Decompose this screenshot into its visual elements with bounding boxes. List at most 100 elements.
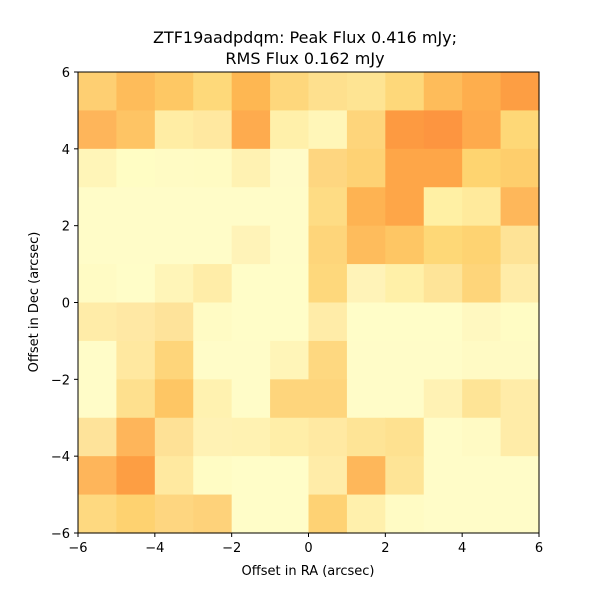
heatmap-cell	[270, 110, 310, 150]
heatmap-cell	[193, 264, 233, 304]
heatmap-cell	[154, 494, 194, 534]
heatmap-cell	[385, 456, 425, 496]
heatmap-cell	[346, 110, 386, 150]
heatmap-cell	[231, 379, 271, 419]
heatmap-cell	[423, 72, 463, 112]
x-tick-label: 2	[381, 541, 389, 556]
heatmap-cell	[231, 417, 271, 457]
heatmap-cell	[270, 302, 310, 342]
heatmap-cell	[231, 340, 271, 380]
y-tick-label: −4	[51, 450, 70, 465]
heatmap-cell	[423, 225, 463, 265]
heatmap-cell	[116, 456, 156, 496]
heatmap-cell	[385, 72, 425, 112]
heatmap-cell	[154, 72, 194, 112]
heatmap-cell	[462, 456, 502, 496]
heatmap-cell	[270, 148, 310, 188]
heatmap-cell	[346, 302, 386, 342]
heatmap-cell	[423, 148, 463, 188]
heatmap-cell	[500, 494, 540, 534]
heatmap-cell	[423, 417, 463, 457]
heatmap-cell	[385, 225, 425, 265]
heatmap-cell	[116, 187, 156, 227]
heatmap-cell	[193, 456, 233, 496]
y-tick-label: 4	[62, 143, 70, 158]
heatmap-cell	[500, 148, 540, 188]
heatmap-cell	[78, 72, 118, 112]
y-tick-label: −2	[51, 373, 70, 388]
heatmap-cell	[116, 379, 156, 419]
heatmap-cell	[154, 379, 194, 419]
heatmap-cell	[346, 72, 386, 112]
heatmap-cell	[346, 494, 386, 534]
heatmap-cell	[154, 148, 194, 188]
heatmap-cell	[462, 264, 502, 304]
heatmap-cell	[78, 379, 118, 419]
heatmap-cell	[270, 225, 310, 265]
heatmap-cell	[308, 110, 348, 150]
heatmap-cell	[308, 456, 348, 496]
heatmap-cell	[423, 187, 463, 227]
heatmap-cell	[154, 225, 194, 265]
heatmap-cell	[500, 379, 540, 419]
heatmap-cell	[308, 379, 348, 419]
heatmap-cell	[154, 417, 194, 457]
heatmap-cell	[193, 494, 233, 534]
heatmap-cell	[193, 340, 233, 380]
heatmap-cell	[154, 302, 194, 342]
heatmap-cell	[193, 187, 233, 227]
heatmap-cell	[308, 417, 348, 457]
heatmap-cell	[116, 225, 156, 265]
heatmap-cell	[270, 456, 310, 496]
heatmap-cell	[231, 148, 271, 188]
heatmap-cell	[500, 302, 540, 342]
heatmap-cell	[193, 302, 233, 342]
heatmap-cell	[116, 148, 156, 188]
heatmap-cell	[346, 340, 386, 380]
heatmap-cell	[385, 417, 425, 457]
heatmap-cell	[500, 187, 540, 227]
heatmap-cell	[500, 264, 540, 304]
x-tick-label: −2	[222, 541, 241, 556]
heatmap-cell	[78, 456, 118, 496]
heatmap-cell	[385, 110, 425, 150]
heatmap-cell	[78, 264, 118, 304]
heatmap-cell	[500, 340, 540, 380]
heatmap-cell	[462, 340, 502, 380]
heatmap-cell	[78, 494, 118, 534]
heatmap-cell	[193, 225, 233, 265]
heatmap-cell	[78, 187, 118, 227]
heatmap-cell	[116, 302, 156, 342]
heatmap-cell	[462, 187, 502, 227]
heatmap-cell	[78, 110, 118, 150]
heatmap-cell	[423, 340, 463, 380]
heatmap-cell	[116, 494, 156, 534]
heatmap-cell	[423, 494, 463, 534]
heatmap-cell	[423, 264, 463, 304]
heatmap-cell	[193, 379, 233, 419]
x-axis-label: Offset in RA (arcsec)	[242, 564, 375, 579]
heatmap-cell	[462, 72, 502, 112]
x-axis-ticks: −6 −4 −2 0 2 4 6	[68, 533, 543, 556]
heatmap-cell	[231, 494, 271, 534]
heatmap-cell	[385, 264, 425, 304]
heatmap-cell	[116, 340, 156, 380]
y-tick-label: 2	[62, 220, 70, 235]
heatmap-cell	[385, 494, 425, 534]
heatmap-cell	[500, 456, 540, 496]
heatmap-cell	[346, 379, 386, 419]
heatmap-cell	[154, 456, 194, 496]
y-tick-label: −6	[51, 527, 70, 542]
heatmap-cell	[385, 302, 425, 342]
heatmap-cell	[78, 417, 118, 457]
heatmap-cell	[308, 302, 348, 342]
heatmap-cell	[78, 302, 118, 342]
heatmap-cell	[116, 417, 156, 457]
heatmap-cell	[423, 110, 463, 150]
heatmap-cell	[308, 148, 348, 188]
y-tick-label: 6	[62, 66, 70, 81]
heatmap-cell	[154, 264, 194, 304]
heatmap-cell	[462, 110, 502, 150]
heatmap-cell	[308, 340, 348, 380]
heatmap-cell	[270, 187, 310, 227]
